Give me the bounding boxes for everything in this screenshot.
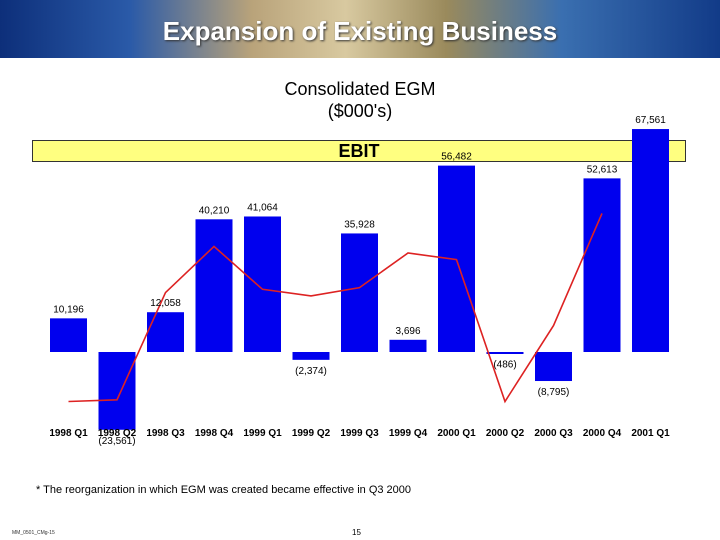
bar-11 (583, 178, 621, 352)
value-label-12: 67,561 (635, 115, 666, 126)
category-label-11: 2000 Q4 (583, 428, 622, 439)
value-label-3: 40,210 (199, 205, 230, 216)
bar-3 (195, 219, 233, 352)
chart-title-block: Consolidated EGM ($000's) (0, 78, 720, 122)
value-label-0: 10,196 (53, 304, 84, 315)
chart-title: Consolidated EGM (284, 79, 436, 99)
category-label-7: 1999 Q4 (389, 428, 428, 439)
value-label-8: 56,482 (441, 152, 472, 163)
value-label-9: (486) (493, 360, 516, 371)
bar-9 (486, 352, 524, 354)
bar-0 (50, 318, 87, 352)
category-label-2: 1998 Q3 (146, 428, 185, 439)
doc-code: MM_0501_CMg-15 (12, 530, 55, 536)
bar-6 (341, 233, 378, 352)
category-label-9: 2000 Q2 (486, 428, 525, 439)
category-label-0: 1998 Q1 (49, 428, 88, 439)
footnote: * The reorganization in which EGM was cr… (36, 484, 412, 496)
category-label-6: 1999 Q3 (340, 428, 379, 439)
value-label-4: 41,064 (247, 202, 278, 213)
category-label-10: 2000 Q3 (534, 428, 573, 439)
category-label-12: 2001 Q1 (631, 428, 670, 439)
bar-10 (535, 352, 572, 382)
ebit-band: EBIT (32, 140, 686, 162)
bar-7 (389, 339, 427, 352)
bar-4 (244, 216, 281, 352)
category-label-8: 2000 Q1 (437, 428, 476, 439)
value-label-6: 35,928 (344, 219, 375, 230)
category-label-1: 1998 Q2 (98, 428, 137, 439)
category-label-5: 1999 Q2 (292, 428, 331, 439)
value-label-7: 3,696 (395, 326, 420, 337)
category-label-4: 1999 Q1 (243, 428, 282, 439)
value-label-11: 52,613 (587, 164, 618, 175)
slide-title: Expansion of Existing Business (162, 16, 558, 46)
chart-subtitle: ($000's) (327, 101, 393, 121)
trend-line (68, 213, 603, 404)
bar-5 (292, 352, 330, 360)
value-label-10: (8,795) (538, 387, 570, 398)
bar-1 (98, 352, 136, 430)
page-number: 15 (352, 528, 361, 537)
value-label-2: 12,058 (150, 298, 181, 309)
bar-2 (147, 312, 184, 352)
bar-12 (632, 129, 669, 352)
title-banner (0, 0, 720, 58)
category-label-3: 1998 Q4 (195, 428, 234, 439)
value-label-1: (23,561) (98, 436, 135, 447)
value-label-5: (2,374) (295, 366, 327, 377)
